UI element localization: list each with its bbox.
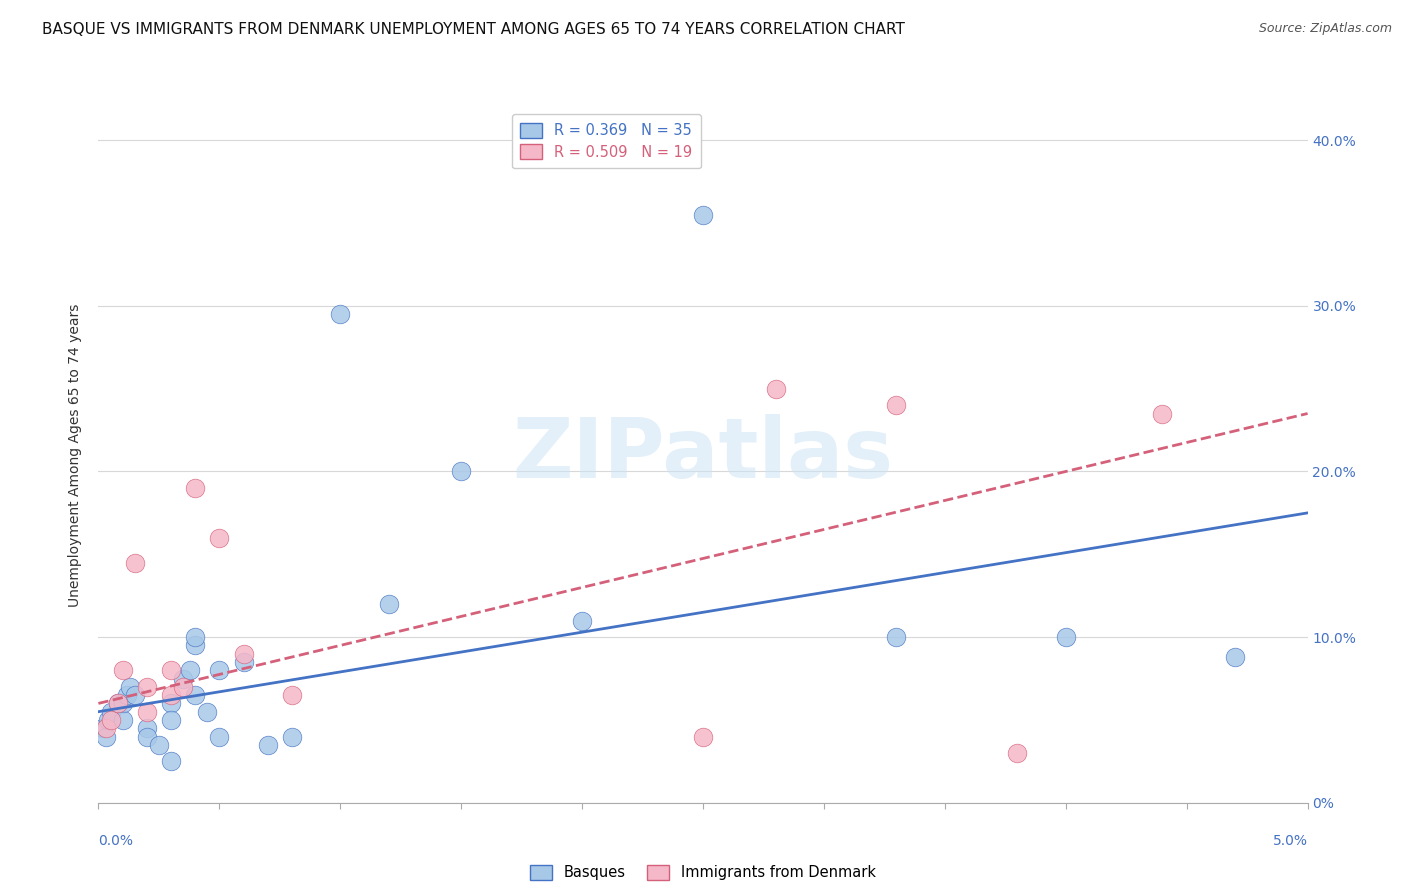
Point bbox=[329, 307, 352, 321]
Point bbox=[232, 647, 254, 661]
Point bbox=[100, 713, 122, 727]
Point bbox=[281, 688, 304, 702]
Point bbox=[886, 398, 908, 412]
Point bbox=[100, 705, 122, 719]
Point bbox=[208, 730, 231, 744]
Point bbox=[1152, 407, 1174, 421]
Point bbox=[111, 713, 134, 727]
Point bbox=[91, 721, 114, 735]
Point bbox=[172, 672, 194, 686]
Point bbox=[886, 630, 908, 644]
Point bbox=[692, 730, 714, 744]
Legend: Basques, Immigrants from Denmark: Basques, Immigrants from Denmark bbox=[524, 859, 882, 886]
Text: 0.0%: 0.0% bbox=[98, 834, 134, 848]
Text: Source: ZipAtlas.com: Source: ZipAtlas.com bbox=[1258, 22, 1392, 36]
Point bbox=[135, 730, 157, 744]
Point bbox=[450, 465, 472, 479]
Point bbox=[765, 382, 787, 396]
Point bbox=[124, 556, 146, 570]
Point bbox=[160, 755, 183, 769]
Point bbox=[232, 655, 254, 669]
Text: BASQUE VS IMMIGRANTS FROM DENMARK UNEMPLOYMENT AMONG AGES 65 TO 74 YEARS CORRELA: BASQUE VS IMMIGRANTS FROM DENMARK UNEMPL… bbox=[42, 22, 905, 37]
Point bbox=[94, 730, 117, 744]
Point bbox=[256, 738, 278, 752]
Point bbox=[184, 630, 207, 644]
Point bbox=[97, 713, 120, 727]
Point bbox=[692, 208, 714, 222]
Point bbox=[184, 481, 207, 495]
Point bbox=[1007, 746, 1029, 760]
Point bbox=[208, 531, 231, 545]
Point bbox=[135, 705, 157, 719]
Point bbox=[179, 663, 201, 677]
Point bbox=[571, 614, 593, 628]
Point bbox=[184, 639, 207, 653]
Point bbox=[117, 688, 139, 702]
Point bbox=[135, 680, 157, 694]
Point bbox=[1223, 650, 1246, 665]
Point bbox=[377, 597, 399, 611]
Point bbox=[135, 721, 157, 735]
Point bbox=[94, 721, 117, 735]
Point bbox=[184, 688, 207, 702]
Point bbox=[111, 697, 134, 711]
Point bbox=[124, 688, 146, 702]
Point bbox=[281, 730, 304, 744]
Point bbox=[160, 713, 183, 727]
Point bbox=[195, 705, 218, 719]
Point bbox=[148, 738, 170, 752]
Text: ZIPatlas: ZIPatlas bbox=[513, 415, 893, 495]
Point bbox=[208, 663, 231, 677]
Point bbox=[160, 663, 183, 677]
Point bbox=[107, 697, 129, 711]
Point bbox=[1054, 630, 1077, 644]
Point bbox=[172, 680, 194, 694]
Y-axis label: Unemployment Among Ages 65 to 74 years: Unemployment Among Ages 65 to 74 years bbox=[69, 303, 83, 607]
Point bbox=[111, 663, 134, 677]
Point bbox=[160, 697, 183, 711]
Point bbox=[107, 697, 129, 711]
Text: 5.0%: 5.0% bbox=[1272, 834, 1308, 848]
Point bbox=[118, 680, 141, 694]
Point bbox=[160, 688, 183, 702]
